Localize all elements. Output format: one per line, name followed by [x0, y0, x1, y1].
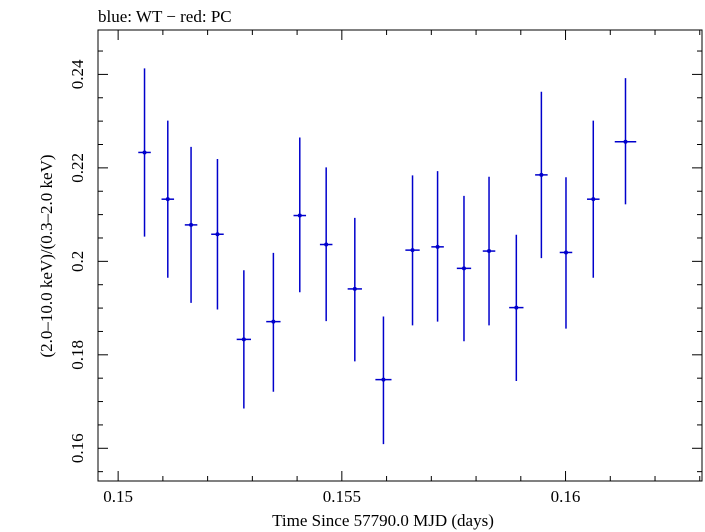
x-tick-label: 0.16: [551, 487, 581, 506]
data-point: [211, 158, 224, 310]
data-point: [614, 78, 637, 205]
data-point: [161, 120, 175, 278]
data-marker: [352, 286, 357, 291]
x-axis-label: Time Since 57790.0 MJD (days): [272, 511, 494, 530]
data-marker: [591, 197, 596, 202]
data-marker: [215, 232, 220, 237]
data-point: [431, 171, 444, 322]
data-point: [559, 177, 573, 329]
y-tick-label: 0.24: [68, 59, 87, 89]
data-marker: [324, 242, 329, 247]
data-series: [138, 68, 637, 445]
data-marker: [297, 213, 302, 218]
data-marker: [487, 249, 492, 254]
data-marker: [410, 248, 415, 253]
data-marker: [623, 139, 628, 144]
y-tick-label: 0.18: [68, 340, 87, 370]
plot-area: 0.15 0.155 0.16 0.16 0.18 0.2 0.22 0.24: [68, 29, 703, 506]
y-tick-label: 0.2: [68, 251, 87, 272]
data-marker: [189, 222, 194, 227]
y-tick-label: 0.22: [68, 153, 87, 183]
data-marker: [539, 172, 544, 177]
data-marker: [435, 244, 440, 249]
y-axis: 0.16 0.18 0.2 0.22 0.24: [68, 50, 702, 473]
data-point: [347, 217, 362, 362]
y-tick-label: 0.16: [68, 433, 87, 463]
data-marker: [563, 250, 568, 255]
data-point: [587, 120, 600, 278]
data-point: [456, 195, 472, 342]
data-point: [405, 175, 420, 326]
data-marker: [381, 377, 386, 382]
x-axis: 0.15 0.155 0.16: [103, 30, 701, 506]
data-point: [266, 252, 281, 392]
data-marker: [142, 150, 147, 155]
data-point: [482, 176, 496, 326]
data-point: [509, 234, 524, 381]
x-tick-label: 0.155: [323, 487, 361, 506]
chart-title: blue: WT − red: PC: [98, 7, 232, 26]
data-point: [293, 137, 307, 293]
data-marker: [514, 305, 519, 310]
data-marker: [461, 266, 466, 271]
x-tick-label: 0.15: [103, 487, 133, 506]
data-point: [184, 146, 198, 303]
y-axis-label: (2.0–10.0 keV)/(0.3–2.0 keV): [37, 154, 56, 357]
data-point: [535, 91, 548, 259]
data-point: [236, 270, 252, 409]
data-marker: [165, 197, 170, 202]
data-point: [319, 167, 333, 322]
data-point: [138, 68, 151, 237]
data-marker: [271, 319, 276, 324]
plot-frame: [97, 29, 703, 482]
data-point: [375, 316, 392, 445]
data-marker: [241, 337, 246, 342]
